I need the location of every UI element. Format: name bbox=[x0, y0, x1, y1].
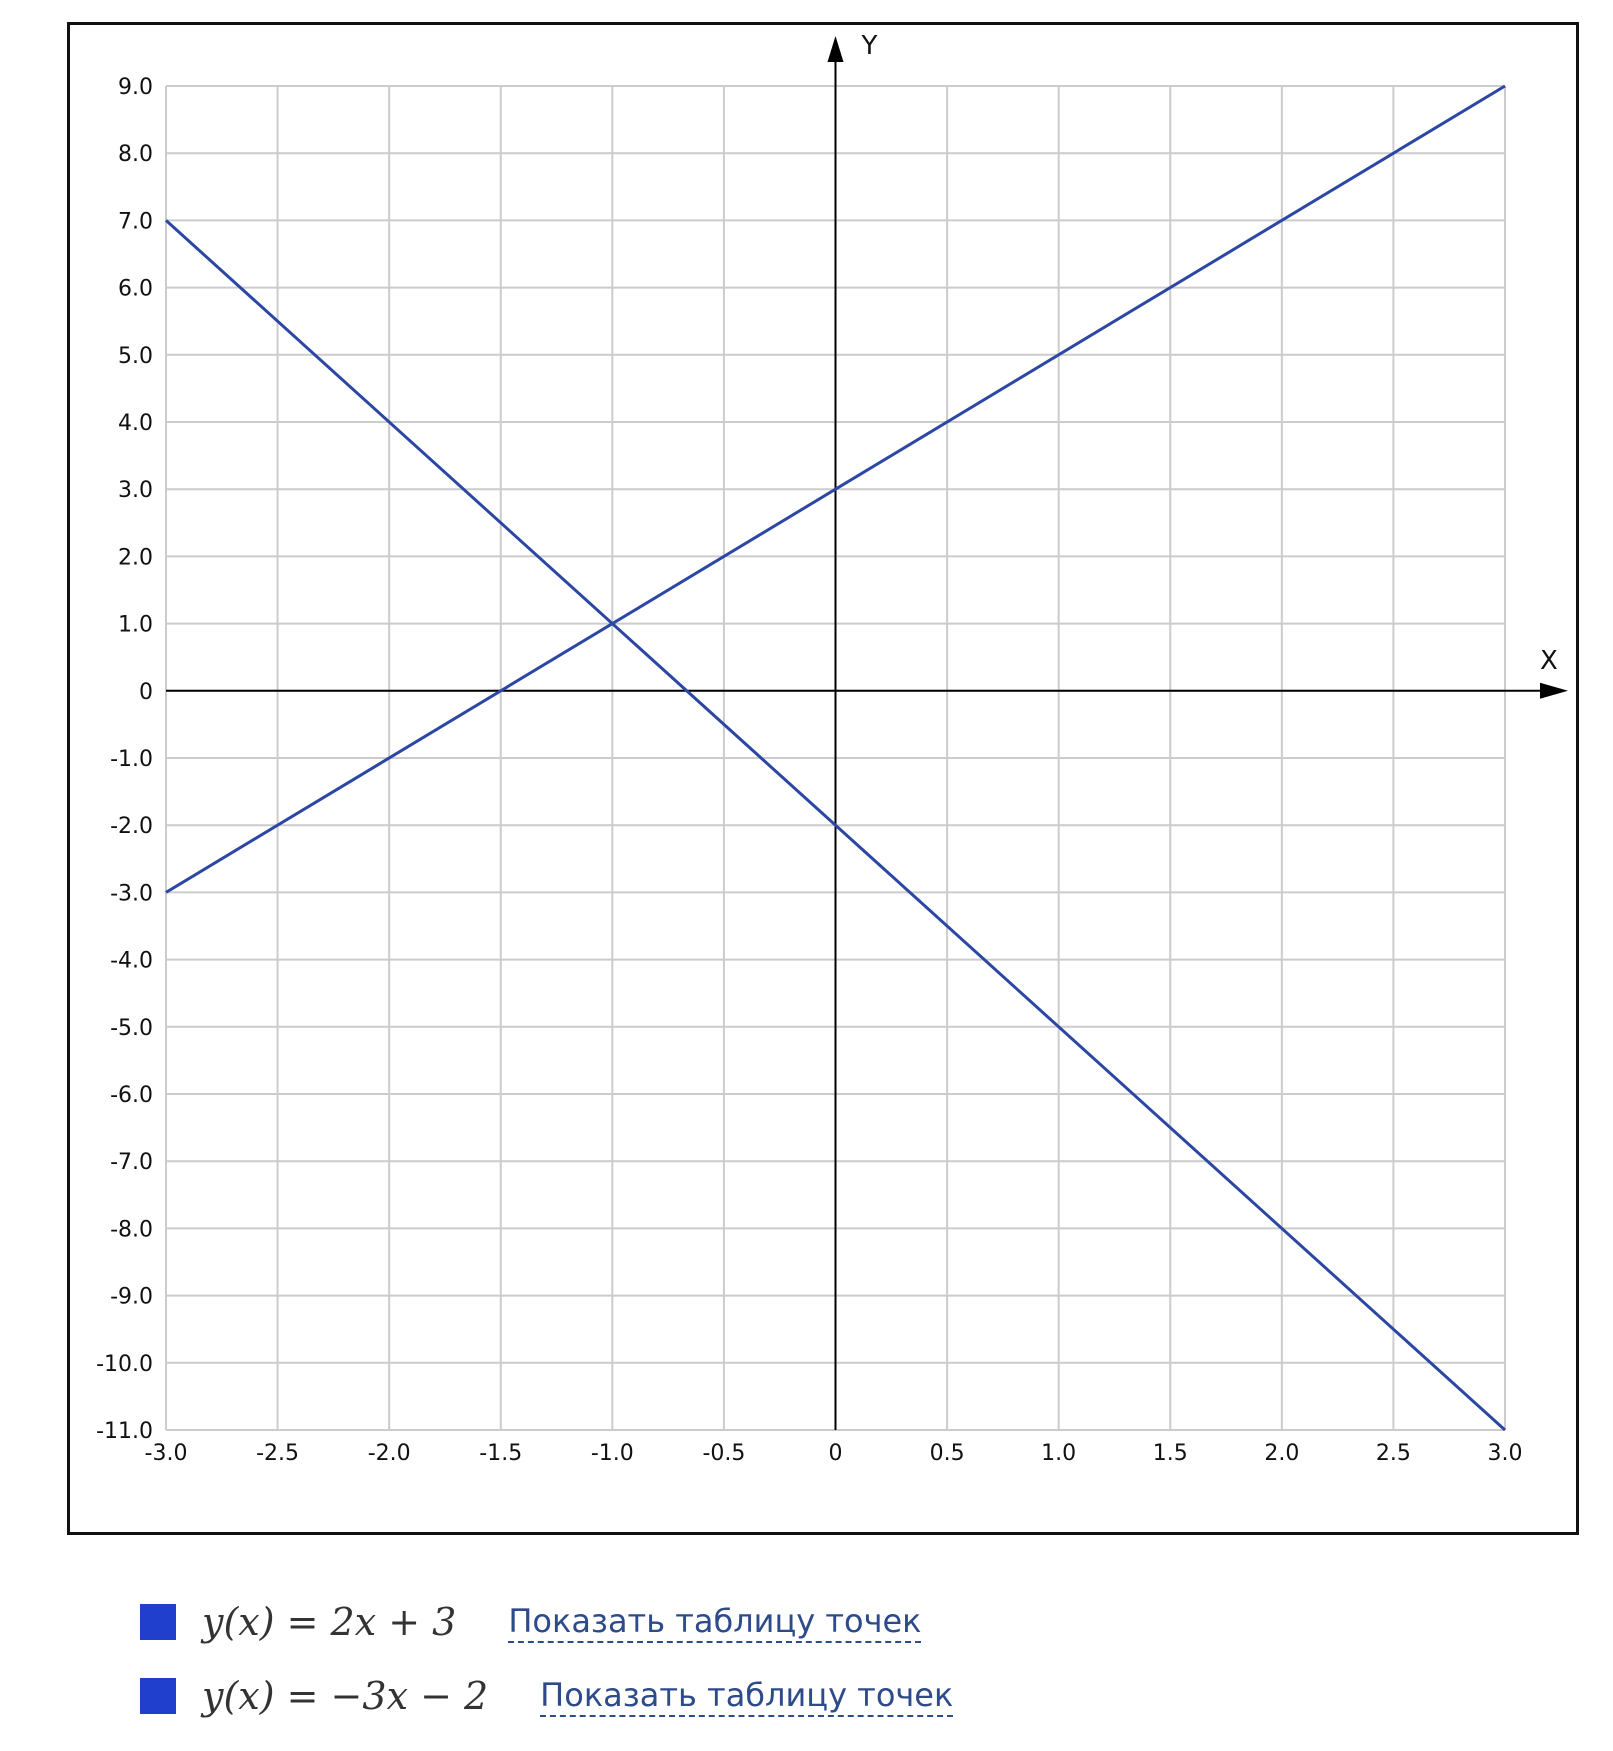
show-points-table-link[interactable]: Показать таблицу точек bbox=[540, 1676, 954, 1717]
y-tick-label: -5.0 bbox=[110, 1016, 153, 1041]
legend-formula: y(x) = −3x − 2 bbox=[202, 1674, 489, 1718]
x-tick-label: -0.5 bbox=[702, 1441, 745, 1466]
legend-formula: y(x) = 2x + 3 bbox=[202, 1600, 457, 1644]
y-tick-label: -10.0 bbox=[96, 1352, 153, 1377]
y-tick-label: 0 bbox=[139, 680, 153, 705]
y-tick-label: -1.0 bbox=[110, 747, 153, 772]
y-tick-label: -3.0 bbox=[110, 881, 153, 906]
y-tick-label: 4.0 bbox=[118, 411, 153, 436]
x-tick-label: 0.5 bbox=[930, 1441, 965, 1466]
y-axis-arrow bbox=[827, 36, 844, 62]
x-axis-arrow bbox=[1540, 682, 1568, 699]
y-tick-label: 6.0 bbox=[118, 277, 153, 302]
x-tick-label: 1.5 bbox=[1153, 1441, 1188, 1466]
y-tick-label: -7.0 bbox=[110, 1150, 153, 1175]
axes bbox=[166, 36, 1568, 1430]
y-tick-label: 3.0 bbox=[118, 478, 153, 503]
x-tick-label: 1.0 bbox=[1041, 1441, 1076, 1466]
x-tick-label: 3.0 bbox=[1488, 1441, 1523, 1466]
x-tick-label: -2.5 bbox=[256, 1441, 299, 1466]
series-lines bbox=[164, 84, 1507, 1432]
x-axis-label: X bbox=[1540, 646, 1558, 676]
x-tick-label: 0 bbox=[829, 1441, 843, 1466]
show-points-table-link[interactable]: Показать таблицу точек bbox=[508, 1602, 922, 1643]
series-line bbox=[164, 219, 1507, 1432]
y-tick-label: 2.0 bbox=[118, 545, 153, 570]
y-tick-label: -8.0 bbox=[110, 1217, 153, 1242]
y-tick-label: -2.0 bbox=[110, 814, 153, 839]
y-tick-label: -6.0 bbox=[110, 1083, 153, 1108]
x-tick-label: -1.0 bbox=[591, 1441, 634, 1466]
legend-item: y(x) = 2x + 3 Показать таблицу точек bbox=[140, 1585, 953, 1659]
x-tick-label: 2.5 bbox=[1376, 1441, 1411, 1466]
series-line bbox=[165, 84, 1506, 894]
legend: y(x) = 2x + 3 Показать таблицу точек y(x… bbox=[140, 1585, 954, 1733]
y-tick-label: 5.0 bbox=[118, 344, 153, 369]
y-tick-label: 1.0 bbox=[118, 613, 153, 638]
y-tick-label: 7.0 bbox=[118, 209, 153, 234]
legend-item: y(x) = −3x − 2 Показать таблицу точек bbox=[140, 1659, 954, 1733]
y-tick-label: -4.0 bbox=[110, 949, 153, 974]
x-tick-label: 2.0 bbox=[1264, 1441, 1299, 1466]
y-axis-label: Y bbox=[861, 31, 878, 61]
chart-frame bbox=[67, 22, 1579, 1535]
y-tick-label: 9.0 bbox=[118, 75, 153, 100]
x-tick-labels: -3.0 -2.5 -2.0 -1.5 -1.0 -0.5 0 0.5 1.0 1.5 2.0 2.5… bbox=[145, 1441, 1523, 1466]
y-tick-label: -11.0 bbox=[96, 1419, 153, 1444]
y-tick-labels: 9.0 8.0 7.0 6.0 5.0 4.0 3.0 2.0 1.0 0 -1.0 -2.0 -3.0… bbox=[96, 75, 153, 1444]
chart: 9.08.07.06.05.04.03.02.01.00-1.0-2.0-3.0… bbox=[96, 31, 1568, 1466]
x-tick-label: -1.5 bbox=[479, 1441, 522, 1466]
x-tick-label: -3.0 bbox=[145, 1441, 188, 1466]
legend-swatch bbox=[140, 1678, 176, 1714]
y-tick-label: -9.0 bbox=[110, 1285, 153, 1310]
legend-swatch bbox=[140, 1604, 176, 1640]
x-tick-label: -2.0 bbox=[368, 1441, 411, 1466]
y-tick-label: 8.0 bbox=[118, 142, 153, 167]
